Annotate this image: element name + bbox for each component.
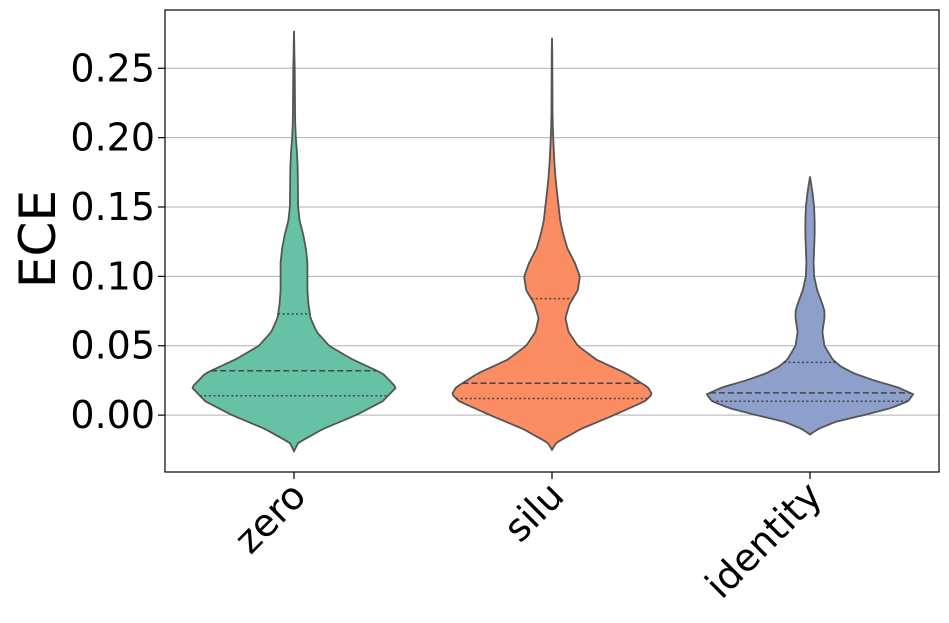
y-axis: 0.00 0.05 0.10 0.15 0.20 0.25 [70,46,165,437]
y-tick-label: 0.10 [70,254,155,298]
violin-body [191,30,397,454]
x-tick-label: silu [495,473,572,550]
violin-body [705,176,915,436]
y-axis-label: ECE [9,190,67,288]
violins [191,30,915,454]
x-axis: zero silu identity [226,472,831,607]
y-tick-label: 0.20 [70,116,155,160]
violin-silu [451,37,653,452]
y-tick-label: 0.15 [70,185,155,229]
violin-identity [705,176,915,436]
y-tick-label: 0.00 [70,393,155,437]
violin-body [451,37,653,452]
violin-zero [191,30,397,454]
y-tick-label: 0.05 [70,324,155,368]
x-tick-label: identity [697,473,831,607]
x-tick-label: zero [226,473,315,562]
y-tick-label: 0.25 [70,46,155,90]
